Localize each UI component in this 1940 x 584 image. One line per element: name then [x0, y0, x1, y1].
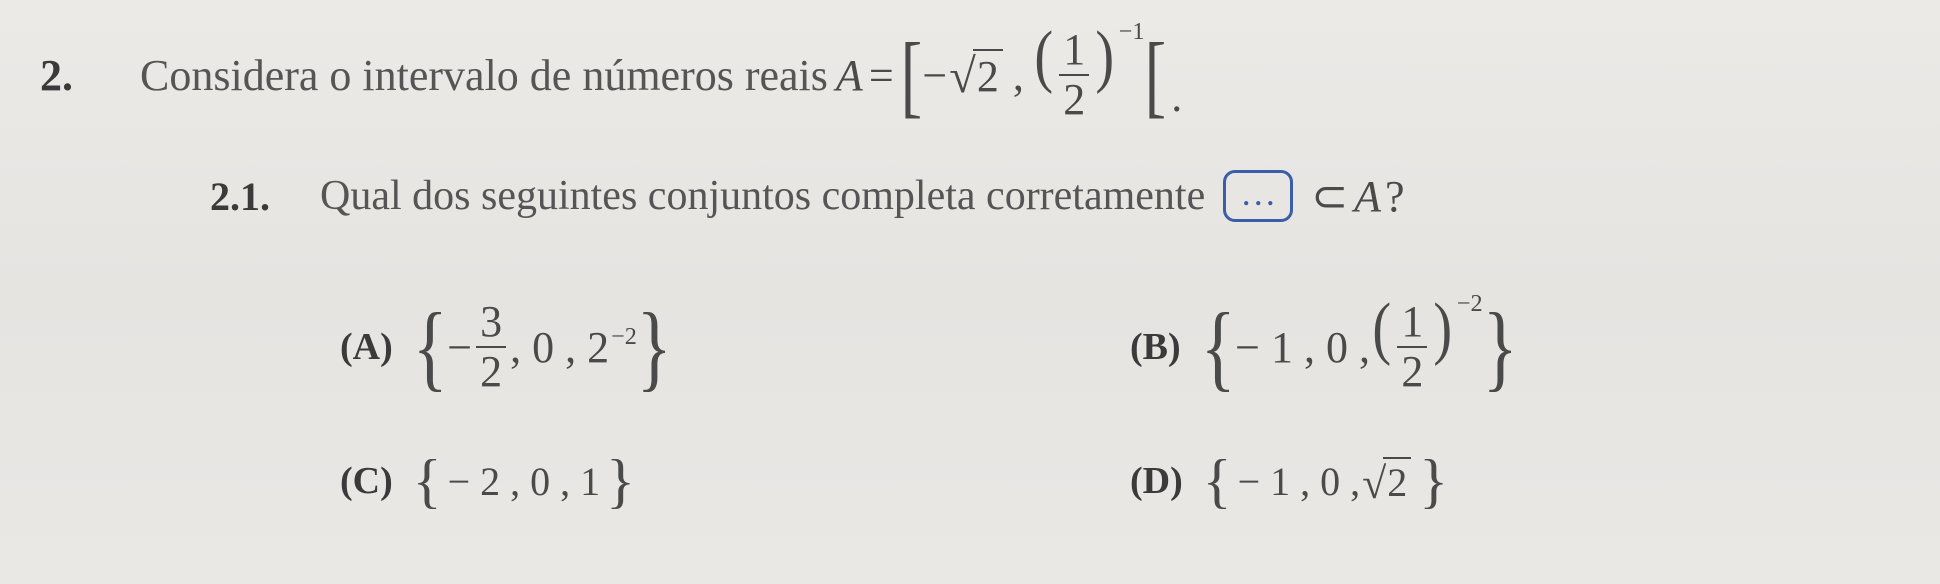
frac-num-a: 3 — [476, 300, 506, 346]
neg-sign: − — [447, 322, 472, 373]
frac-num-b: 1 — [1397, 300, 1427, 346]
rbrace-icon: } — [637, 313, 672, 381]
var-A: A — [836, 50, 863, 101]
question-mark: ? — [1385, 171, 1405, 222]
period: . — [1171, 71, 1182, 122]
left-bracket: [ — [900, 43, 922, 108]
option-d-set: { − 1 , 0 , √ 2 } — [1203, 454, 1448, 508]
rparen-icon: ) — [1096, 28, 1115, 84]
option-c-set: { − 2 , 0 , 1 } — [413, 454, 635, 508]
rparen-icon: ) — [1434, 300, 1453, 356]
exp-b: −2 — [1457, 290, 1483, 318]
question-number: 2. — [40, 50, 100, 101]
one-half-b: 1 2 — [1397, 300, 1427, 394]
option-d-lead: − 1 , 0 , — [1238, 458, 1361, 505]
var-A-2: A — [1354, 171, 1381, 222]
option-b-frac: ( 1 2 ) −2 — [1370, 300, 1483, 394]
option-c-label: (C) — [340, 459, 393, 503]
option-d-label: (D) — [1130, 459, 1183, 503]
rbrace-icon: } — [1419, 454, 1448, 508]
blank-box: … — [1223, 170, 1293, 222]
subset-symbol: ⊂ — [1311, 171, 1348, 222]
option-c[interactable]: (C) { − 2 , 0 , 1 } — [340, 454, 1090, 508]
option-c-content: − 2 , 0 , 1 — [448, 458, 601, 505]
frac-den: 2 — [1059, 74, 1089, 122]
frac-den-b: 2 — [1397, 346, 1427, 394]
stem-prefix: Considera o intervalo de números reais — [140, 50, 828, 101]
lbrace-icon: { — [1203, 454, 1232, 508]
option-b[interactable]: (B) { − 1 , 0 , ( 1 2 ) −2 } — [1130, 300, 1880, 394]
sqrt-arg: 2 — [973, 49, 1003, 102]
subset-expr: ⊂ A ? — [1311, 171, 1404, 222]
lbrace-icon: { — [413, 313, 448, 381]
frac-den-a: 2 — [476, 346, 506, 394]
question-stem: Considera o intervalo de números reais A… — [140, 28, 1182, 122]
option-b-label: (B) — [1130, 325, 1181, 369]
question-stem-row: 2. Considera o intervalo de números reai… — [40, 28, 1900, 122]
lbrace-icon: { — [1200, 313, 1235, 381]
rbrace-icon: } — [1482, 313, 1517, 381]
option-d[interactable]: (D) { − 1 , 0 , √ 2 } — [1130, 454, 1880, 508]
right-bracket: [ — [1145, 43, 1167, 108]
lbrace-icon: { — [413, 454, 442, 508]
sqrt-2: √ 2 — [949, 49, 1003, 102]
option-a-mid: , 0 , 2 — [510, 322, 609, 373]
fraction-power: ( 1 2 ) −1 — [1032, 28, 1145, 122]
subquestion-row: 2.1. Qual dos seguintes conjuntos comple… — [210, 170, 1900, 222]
subquestion-text: Qual dos seguintes conjuntos completa co… — [320, 170, 1405, 222]
interval-comma: , — [1013, 50, 1024, 101]
subquestion-before: Qual dos seguintes conjuntos completa co… — [320, 172, 1205, 220]
frac-num: 1 — [1059, 28, 1089, 74]
option-a-set: { − 3 2 , 0 , 2 −2 } — [413, 300, 672, 394]
one-half-frac: 1 2 — [1059, 28, 1089, 122]
blank-ellipsis: … — [1240, 175, 1276, 211]
exercise-page: 2. Considera o intervalo de números reai… — [0, 0, 1940, 584]
sqrt-2-d: √ 2 — [1362, 457, 1411, 506]
option-a-label: (A) — [340, 325, 393, 369]
option-a[interactable]: (A) { − 3 2 , 0 , 2 −2 } — [340, 300, 1090, 394]
subquestion-number: 2.1. — [210, 173, 290, 220]
interval-expression: A = [ − √ 2 , ( 1 2 ) −1 [ — [836, 28, 1182, 122]
option-b-set: { − 1 , 0 , ( 1 2 ) −2 } — [1201, 300, 1517, 394]
three-halves: 3 2 — [476, 300, 506, 394]
exp-a: −2 — [611, 323, 637, 351]
lparen-icon: ( — [1372, 300, 1391, 356]
lparen-icon: ( — [1034, 28, 1053, 84]
equals-sign: = — [869, 50, 894, 101]
options-grid: (A) { − 3 2 , 0 , 2 −2 } (B) { − 1 , 0 ,… — [340, 300, 1880, 508]
option-b-lead: − 1 , 0 , — [1235, 322, 1370, 373]
sqrt-arg-d: 2 — [1383, 457, 1411, 506]
rbrace-icon: } — [606, 454, 635, 508]
lower-neg: − — [922, 50, 947, 101]
exponent-neg1: −1 — [1119, 18, 1145, 46]
